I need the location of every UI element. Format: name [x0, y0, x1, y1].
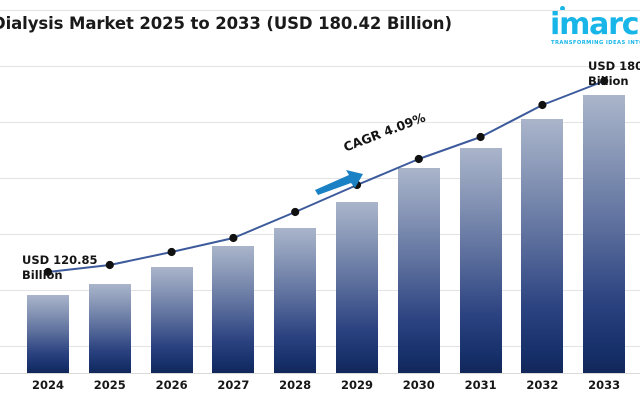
data-point-2033 [600, 76, 609, 86]
bar-2028 [274, 228, 317, 373]
gridline [0, 10, 640, 11]
data-point-2027 [229, 233, 238, 243]
page-title: Dialysis Market 2025 to 2033 (USD 180.42… [0, 14, 452, 33]
logo-wordmark: imarc [550, 7, 640, 42]
x-tick-2030: 2030 [402, 378, 435, 392]
x-tick-2024: 2024 [31, 378, 64, 392]
gridline [0, 122, 640, 123]
data-point-2026 [167, 247, 176, 257]
trend-markers [43, 76, 609, 277]
x-tick-2026: 2026 [155, 378, 188, 392]
start-value-line1: USD 120.85 [22, 253, 98, 267]
gridline [0, 66, 640, 67]
brand-logo: imarc TRANSFORMING IDEAS INTO IMPACT [550, 4, 640, 50]
trend-line [47, 80, 606, 273]
gridline [0, 234, 640, 235]
bar-2027 [212, 246, 255, 373]
start-value-line2: Billion [22, 268, 63, 282]
x-tick-2032: 2032 [526, 378, 559, 392]
end-value-label: USD 180.42 Billion [588, 59, 640, 89]
logo-tagline: TRANSFORMING IDEAS INTO IMPACT [551, 40, 640, 46]
data-point-2030 [414, 154, 423, 164]
logo-dot-icon [560, 6, 565, 11]
gridline [0, 346, 640, 347]
end-value-line1: USD 180.42 [588, 59, 640, 73]
x-tick-2033: 2033 [588, 378, 621, 392]
bar-2024 [27, 295, 69, 373]
bar-2030 [397, 168, 440, 373]
bar-2025 [88, 284, 131, 373]
gridline [0, 178, 640, 179]
end-value-line2: Billion [588, 74, 629, 88]
bar-2032 [521, 119, 564, 373]
x-tick-2028: 2028 [279, 378, 312, 392]
x-axis-baseline [0, 373, 640, 374]
data-point-2031 [476, 132, 485, 142]
x-tick-2027: 2027 [217, 378, 250, 392]
x-tick-2031: 2031 [464, 378, 497, 392]
plot-area [0, 10, 640, 374]
bar-2033 [583, 95, 626, 373]
data-point-2032 [538, 100, 547, 110]
data-point-2028 [291, 207, 300, 217]
start-value-label: USD 120.85 Billion [22, 253, 98, 283]
x-tick-2029: 2029 [340, 378, 373, 392]
x-tick-2025: 2025 [93, 378, 126, 392]
data-point-2024 [43, 267, 53, 277]
bar-2031 [459, 148, 502, 373]
bar-2026 [150, 267, 193, 373]
data-point-2025 [105, 260, 114, 270]
growth-arrow-icon [315, 170, 363, 195]
gridline [0, 290, 640, 291]
bar-2029 [336, 202, 378, 373]
